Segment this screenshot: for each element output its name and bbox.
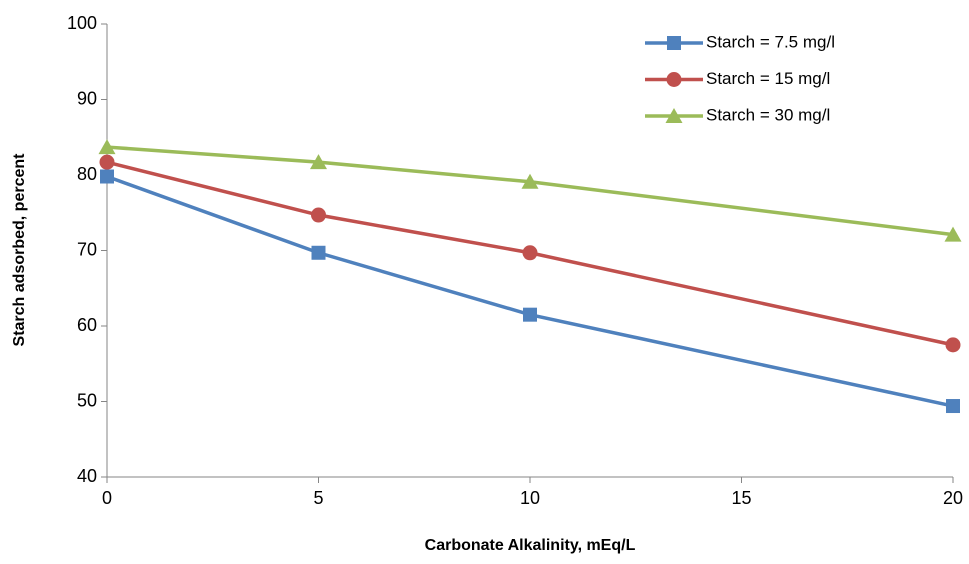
y-tick-label: 70	[77, 239, 97, 259]
x-tick-label: 10	[520, 488, 540, 508]
marker	[944, 226, 962, 242]
marker	[311, 207, 326, 223]
marker	[98, 139, 116, 155]
y-axis-title: Starch adsorbed, percent	[11, 153, 28, 347]
x-tick-label: 15	[731, 488, 751, 508]
x-tick-label: 0	[102, 488, 112, 508]
y-tick-label: 100	[67, 13, 97, 33]
marker	[310, 154, 327, 170]
y-tick-label: 60	[77, 315, 97, 335]
marker	[946, 399, 960, 414]
marker	[945, 337, 961, 353]
legend-text: Starch = 15 mg/l	[706, 69, 830, 88]
marker	[100, 169, 114, 184]
marker	[523, 307, 537, 322]
legend-text: Starch = 30 mg/l	[706, 105, 830, 124]
series-line	[106, 160, 954, 347]
legend-marker	[666, 72, 682, 87]
x-axis-title: Carbonate Alkalinity, mEq/L	[425, 537, 636, 554]
x-tick-label: 20	[943, 488, 963, 508]
marker	[522, 245, 538, 261]
legend-text: Starch = 7.5 mg/l	[706, 32, 835, 51]
series-line	[106, 174, 954, 408]
x-tick-label: 5	[313, 488, 323, 508]
y-tick-label: 80	[77, 164, 97, 184]
marker	[311, 245, 326, 260]
series-line	[106, 145, 954, 237]
marker	[99, 154, 115, 170]
y-tick-label: 40	[77, 466, 97, 486]
marker	[521, 173, 539, 189]
y-tick-label: 50	[77, 390, 97, 410]
y-tick-label: 90	[77, 88, 97, 108]
legend-marker	[667, 36, 681, 50]
legend-marker	[665, 108, 683, 123]
